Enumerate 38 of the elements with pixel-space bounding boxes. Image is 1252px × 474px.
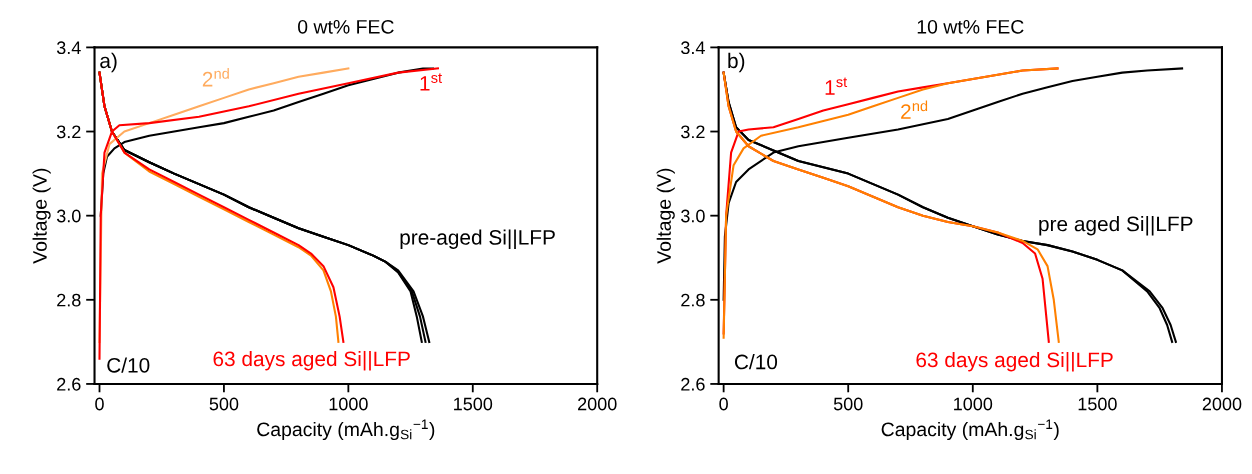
series-label: 1$^{st}$	[420, 73, 442, 91]
annotation: C/10	[107, 357, 150, 373]
annotation: a)	[100, 52, 117, 73]
y-tick-label: 3.2	[56, 125, 81, 139]
series-label: pre-aged Si||LFP	[400, 229, 555, 249]
series-label: pre aged Si||LFP	[1039, 216, 1193, 236]
y-axis-title: Voltage (V)	[656, 168, 675, 264]
x-tick-label: 500	[833, 397, 863, 411]
x-tick-label: 500	[209, 397, 239, 411]
x-tick-label: 0	[95, 397, 104, 411]
x-axis-title: Capacity (mAh.g$_{Si}$$^{−1}$)	[881, 419, 1059, 441]
x-tick-label: 1500	[454, 397, 493, 411]
y-tick-label: 3.0	[681, 209, 705, 223]
y-tick-label: 2.8	[681, 293, 705, 307]
y-tick-label: 3.2	[681, 125, 705, 139]
x-tick-label: 1500	[1078, 397, 1117, 411]
series-label: 63 days aged Si||LFP	[916, 351, 1113, 372]
x-tick-label: 0	[719, 397, 728, 411]
y-tick-label: 3.4	[56, 41, 81, 55]
y-tick-label: 3.0	[56, 209, 81, 223]
y-tick-label: 2.6	[57, 377, 81, 391]
x-tick-label: 2000	[1202, 397, 1242, 411]
x-tick-label: 1000	[954, 397, 993, 411]
series-label: 2$^{nd}$	[901, 100, 928, 119]
annotation: C/10	[734, 354, 778, 370]
y-axis-title: Voltage (V)	[32, 168, 51, 264]
y-tick-label: 2.8	[57, 293, 81, 307]
chart-title: 10 wt% FEC	[917, 19, 1024, 34]
y-tick-label: 2.6	[681, 377, 705, 391]
y-tick-label: 3.4	[681, 41, 705, 55]
x-tick-label: 2000	[578, 397, 617, 411]
x-tick-label: 1000	[329, 397, 368, 411]
series-label: 2$^{nd}$	[202, 68, 229, 87]
series-label: 1$^{st}$	[825, 77, 848, 95]
x-axis-title: Capacity (mAh.g$_{Si}$$^{−1}$)	[257, 419, 435, 441]
annotation: b)	[728, 52, 745, 73]
series-label: 63 days aged Si||LFP	[213, 350, 410, 371]
chart-title: 0 wt% FEC	[298, 19, 394, 34]
